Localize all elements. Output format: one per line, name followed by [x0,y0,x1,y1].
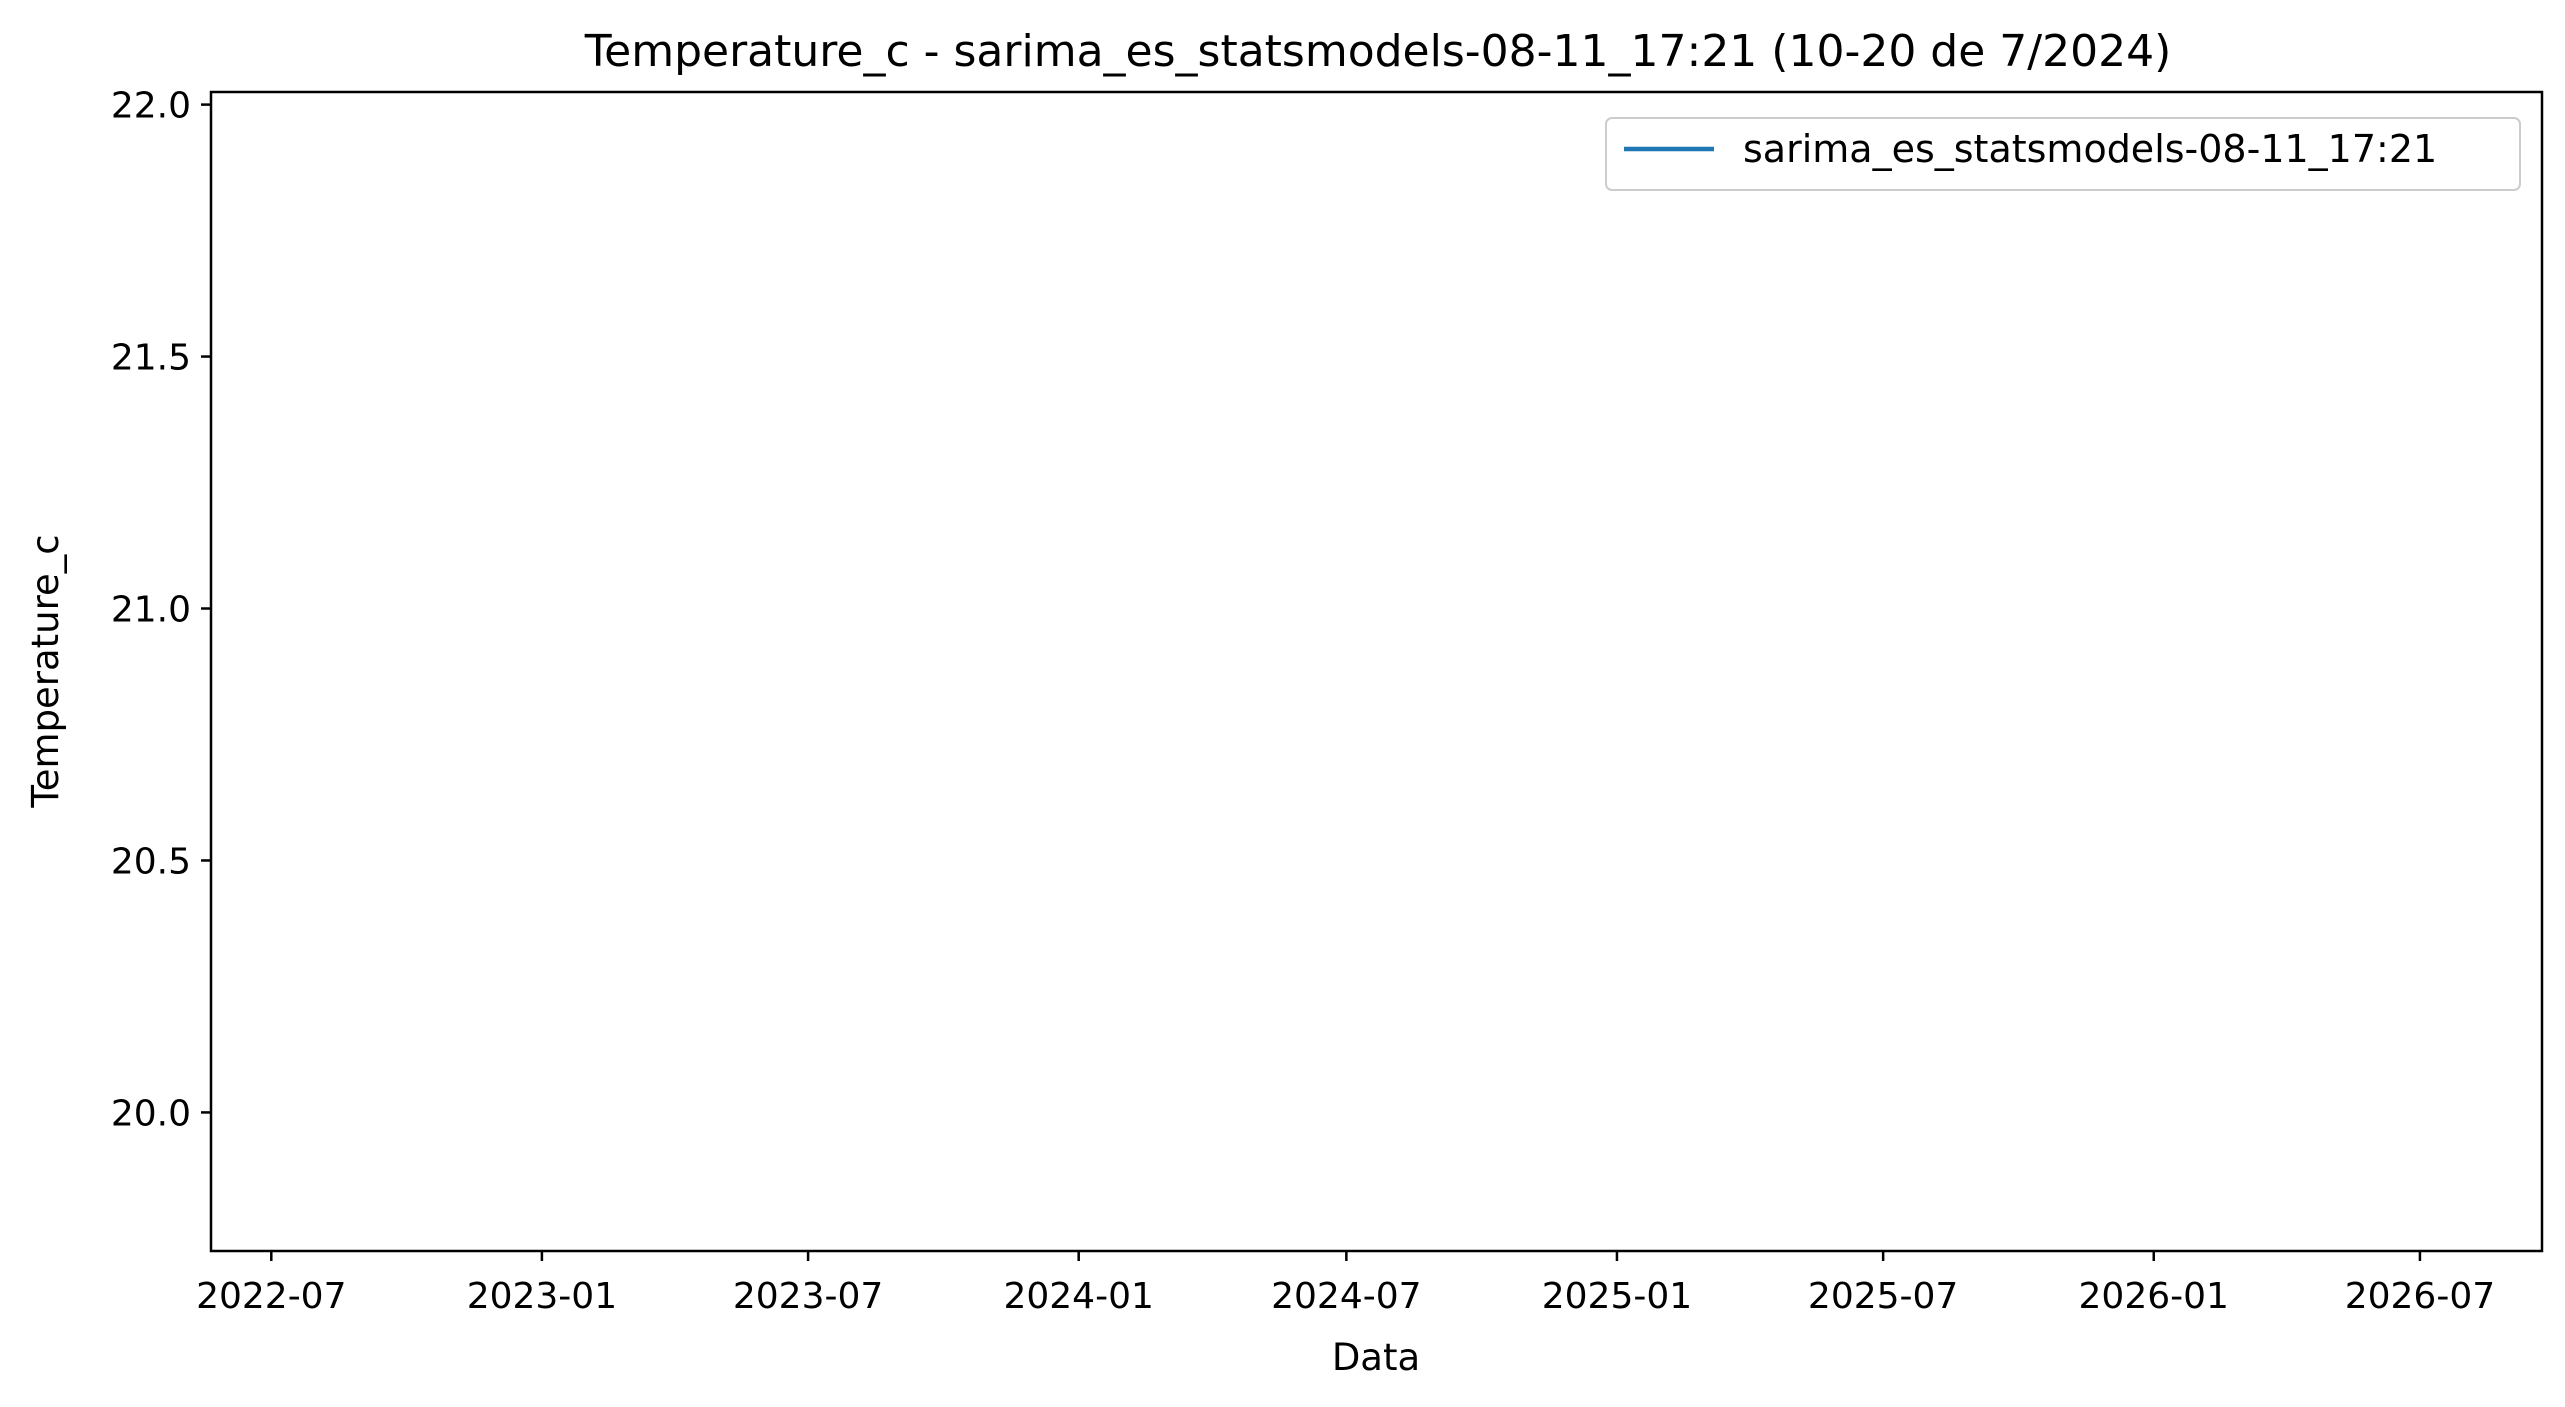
plot-area [209,90,2544,1253]
x-axis: 2022-07 2023-01 2023-07 2024-01 2024-07 2025-… [196,1251,2495,1317]
x-tick-label: 2026-07 [2345,1276,2495,1317]
x-tick-label: 2023-07 [733,1276,883,1317]
x-tick-label: 2025-07 [1808,1276,1958,1317]
x-tick-label: 2024-07 [1271,1276,1421,1317]
legend-box [1605,117,2521,191]
x-tick-label: 2024-01 [1003,1276,1153,1317]
y-axis: 20.0 20.5 21.0 21.5 22.0 [111,86,211,1134]
y-tick-label: 22.0 [111,86,191,127]
legend: sarima_es_statsmodels-08-11_17:21 [1605,117,2521,191]
y-tick-label: 21.5 [111,338,191,379]
legend-series-label: sarima_es_statsmodels-08-11_17:21 [1743,127,2437,171]
y-tick-label: 21.0 [111,590,191,631]
y-tick-label: 20.0 [111,1093,191,1134]
y-tick-label: 20.5 [111,841,191,882]
x-axis-title: Data [1332,1336,1420,1379]
x-tick-label: 2023-01 [467,1276,617,1317]
y-axis-title: Temperature_c [24,534,67,808]
x-tick-label: 2026-01 [2079,1276,2229,1317]
x-tick-label: 2022-07 [196,1276,346,1317]
chart-title: Temperature_c - sarima_es_statsmodels-08… [584,26,2172,77]
x-tick-label: 2025-01 [1542,1276,1692,1317]
